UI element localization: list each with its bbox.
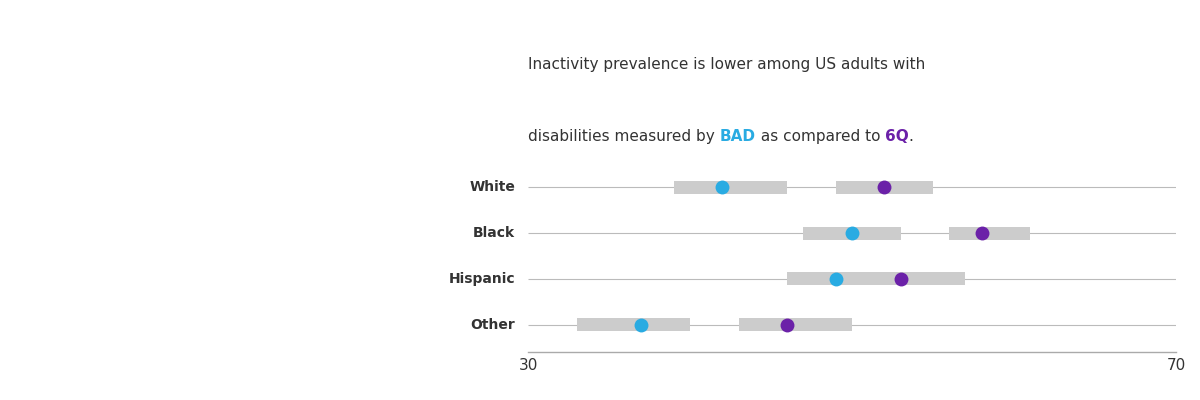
Text: .: . [908,129,913,144]
FancyBboxPatch shape [804,227,900,240]
Text: Other: Other [470,318,515,332]
Text: disabilities measured by: disabilities measured by [528,129,720,144]
Text: CONFIDENCE INTERVALS: CONFIDENCE INTERVALS [35,136,515,170]
FancyBboxPatch shape [852,272,965,285]
Point [631,321,650,328]
Text: Inactivity prevalence is lower among US adults with: Inactivity prevalence is lower among US … [528,57,925,72]
FancyBboxPatch shape [787,272,900,285]
Point [875,184,894,191]
Text: ADDING: ADDING [35,48,191,82]
Text: BAD: BAD [720,129,756,144]
FancyBboxPatch shape [739,318,852,331]
FancyBboxPatch shape [949,227,1030,240]
Point [890,276,910,282]
Point [972,230,991,236]
Point [713,184,732,191]
Text: 6Q: 6Q [886,129,908,144]
Point [778,321,797,328]
Text: as compared to: as compared to [756,129,886,144]
FancyBboxPatch shape [577,318,690,331]
Point [842,230,862,236]
Text: DOT PLOT: DOT PLOT [35,320,229,354]
Text: Black: Black [473,226,515,240]
Text: TO A: TO A [35,232,127,266]
Text: Hispanic: Hispanic [449,272,515,286]
Point [826,276,845,282]
FancyBboxPatch shape [835,181,934,194]
Text: White: White [469,180,515,194]
FancyBboxPatch shape [674,181,787,194]
